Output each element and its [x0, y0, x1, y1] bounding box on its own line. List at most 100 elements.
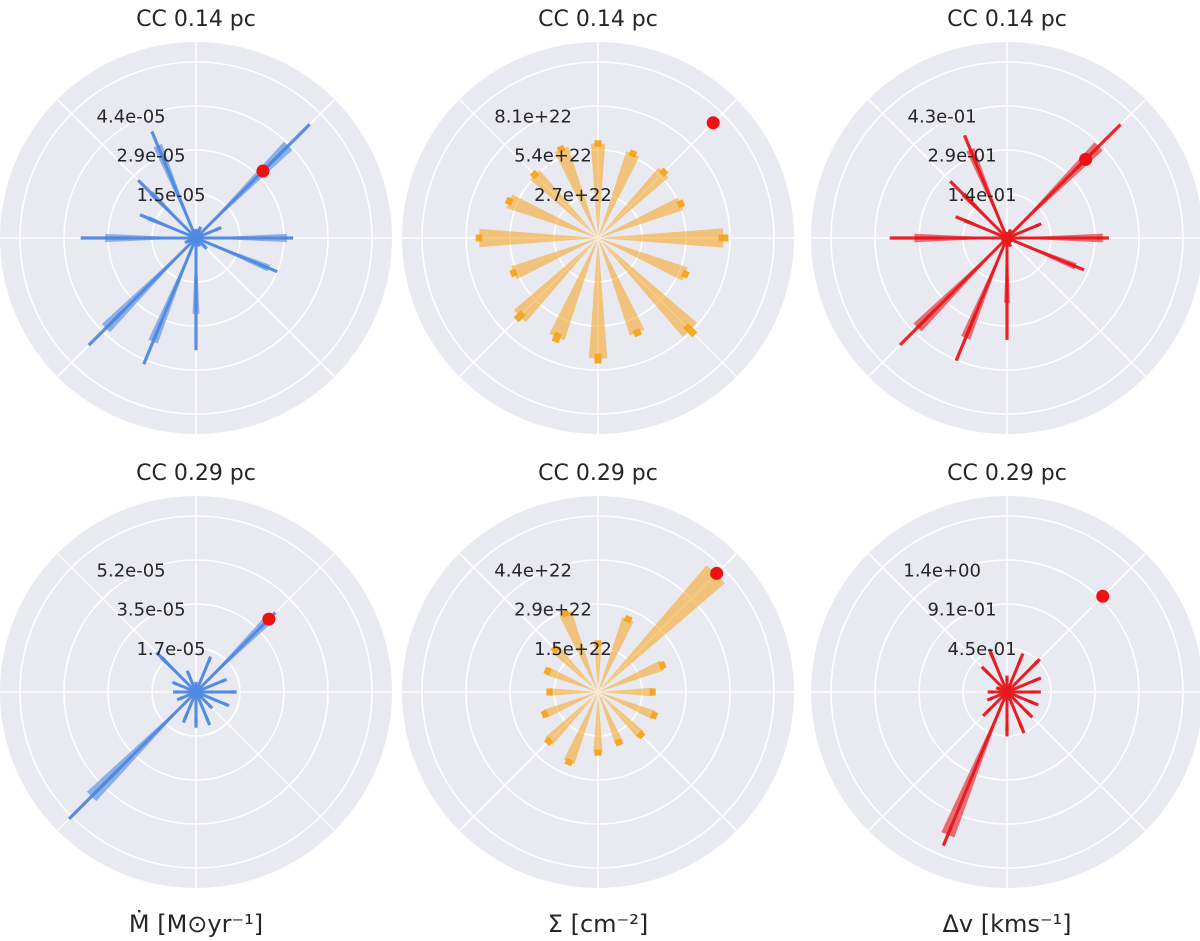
bar-stem: [195, 678, 225, 694]
error-bar: [509, 268, 519, 278]
panel-title: CC 0.29 pc: [947, 461, 1067, 486]
polar-panel-6: 4.5e-01 9.1e-01 1.4e+00 CC 0.29 pc Δv [kms⁻¹…: [811, 461, 1200, 938]
data-bar: [598, 617, 634, 692]
data-bar: [511, 238, 598, 280]
error-bar: [529, 169, 540, 180]
bar-stem: [1005, 660, 1039, 694]
radial-tick-label: 4.4e-05: [97, 106, 166, 127]
marker-dot: [1079, 152, 1093, 166]
error-bar: [564, 757, 574, 767]
radial-tick-label: 2.7e+22: [534, 185, 612, 206]
marker-dot: [710, 566, 724, 580]
bar-stem: [1005, 690, 1030, 715]
error-bar: [628, 149, 638, 159]
bar-stem: [194, 618, 270, 694]
error-bar: [636, 730, 646, 740]
data-bar: [549, 238, 598, 341]
bar-stem: [963, 218, 1008, 240]
data-bar: [543, 692, 598, 719]
error-bar: [676, 199, 686, 209]
bar-stem: [968, 148, 1009, 239]
marker-dot: [706, 116, 720, 130]
bar-stem: [195, 236, 270, 270]
data-bar: [598, 228, 724, 248]
error-bar: [683, 323, 698, 338]
bar-stem: [149, 191, 198, 240]
data-bar: [529, 169, 598, 238]
bar-stem: [104, 236, 198, 330]
radial-tick-label: 1.4e-01: [947, 185, 1016, 206]
data-bar: [598, 565, 725, 692]
radial-tick-label: 1.7e-05: [136, 639, 205, 660]
marker-dot: [1096, 589, 1110, 603]
radial-tick-label: 8.1e+22: [494, 106, 572, 127]
data-bar: [598, 692, 645, 739]
data-bar: [546, 667, 598, 692]
bar-stem: [151, 237, 198, 343]
error-bar: [540, 709, 549, 719]
bar-stem: [1005, 691, 1024, 729]
grid-spoke: [195, 691, 336, 832]
bar-stem: [1005, 658, 1023, 693]
bar-stem: [194, 691, 210, 721]
axis-label: Δv [kms⁻¹]: [942, 910, 1071, 938]
marker-dot: [256, 164, 270, 178]
error-bar: [513, 310, 526, 323]
error-bar: [544, 736, 554, 746]
data-bar: [593, 692, 603, 753]
error-bar: [658, 167, 669, 178]
radial-tick-label: 4.5e-01: [947, 639, 1016, 660]
bar-stem: [1006, 223, 1039, 240]
error-bar: [623, 614, 633, 624]
bar-stem: [90, 690, 198, 798]
data-bar: [551, 645, 598, 692]
bar-stem: [985, 690, 1009, 714]
axis-label: Ṁ [M⊙yr⁻¹]: [129, 909, 263, 938]
data-bar: [513, 238, 598, 323]
radial-tick-label: 1.5e-05: [136, 185, 205, 206]
radial-tick-label: 4.3e-01: [908, 106, 977, 127]
error-bar: [614, 738, 624, 747]
radial-tick-label: 2.9e-01: [927, 146, 996, 167]
bar-stem: [1006, 678, 1038, 694]
polar-panel-4: 1.7e-05 3.5e-05 5.2e-05 CC 0.29 pc Ṁ [M⊙yr⁻¹…: [0, 461, 392, 938]
bar-stem: [156, 144, 198, 239]
radial-tick-label: 2.9e-05: [116, 146, 185, 167]
polar-panel-3: 1.4e-01 2.9e-01 4.3e-01 CC 0.14 pc: [811, 7, 1200, 434]
bar-stem: [194, 658, 212, 693]
panel-title: CC 0.14 pc: [538, 7, 658, 32]
radial-tick-label: 5.2e-05: [97, 560, 166, 581]
panel-title: CC 0.14 pc: [947, 7, 1067, 32]
bar-stem: [1006, 690, 1035, 705]
data-bar: [598, 151, 640, 238]
bar-stem: [147, 216, 197, 240]
error-bar: [680, 269, 690, 279]
bar-stem: [984, 669, 1009, 694]
error-bar: [551, 331, 562, 344]
data-bar: [598, 687, 653, 697]
error-bar: [649, 710, 659, 720]
marker-dot: [262, 612, 276, 626]
bar-stem: [946, 691, 1009, 836]
radial-tick-label: 1.4e+00: [903, 560, 981, 581]
polar-panel-2: 2.7e+22 5.4e+22 8.1e+22 CC 0.14 pc: [402, 7, 794, 434]
polar-panel-1: 1.5e-05 2.9e-05 4.4e-05 CC 0.14 pc: [0, 7, 392, 434]
radial-tick-label: 9.1e-01: [927, 600, 996, 621]
data-bar: [549, 688, 598, 696]
error-bar: [550, 644, 560, 654]
data-bar: [506, 194, 598, 238]
error-bar: [561, 609, 570, 618]
data-bar: [598, 167, 669, 238]
data-bar: [545, 692, 598, 745]
bar-stem: [183, 691, 198, 719]
radial-tick-label: 4.4e+22: [494, 560, 572, 581]
data-bar: [598, 197, 684, 238]
data-bar: [590, 143, 606, 238]
bar-stem: [962, 193, 1009, 240]
grid-spoke: [195, 237, 336, 378]
radial-tick-label: 1.5e+22: [534, 639, 612, 660]
radial-tick-label: 2.9e+22: [514, 600, 592, 621]
radial-tick-label: 5.4e+22: [514, 146, 592, 167]
radial-tick-label: 3.5e-05: [116, 600, 185, 621]
